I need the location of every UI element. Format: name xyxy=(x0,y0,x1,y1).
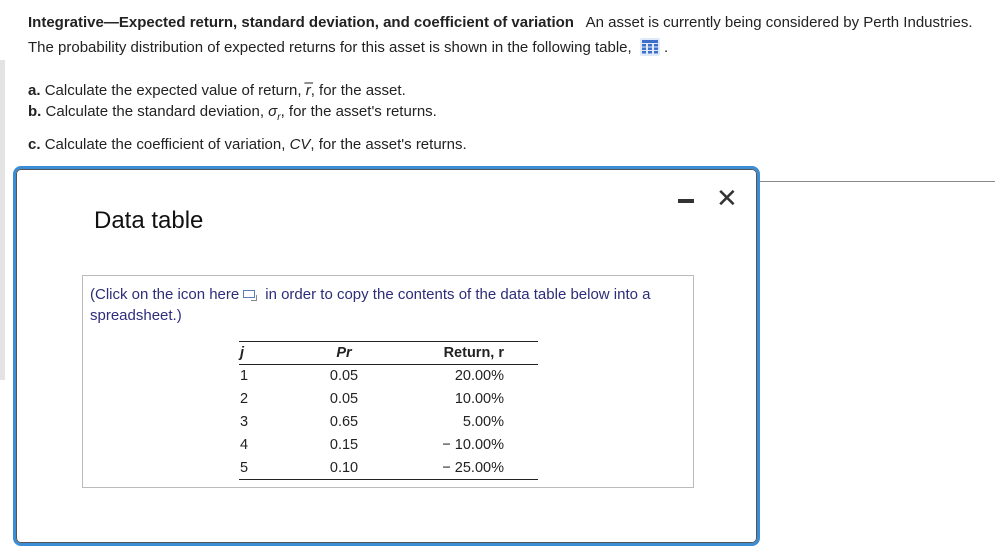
question-parts: a. Calculate the expected value of retur… xyxy=(28,80,467,155)
copy-icon[interactable] xyxy=(243,290,258,301)
cell-pr: 0.15 xyxy=(329,437,359,453)
note-text: in order to copy the contents of the dat… xyxy=(90,286,651,324)
problem-intro: Integrative—Expected return, standard de… xyxy=(28,10,993,60)
part-text: Calculate the expected value of return, xyxy=(44,82,306,99)
data-table-icon[interactable] xyxy=(639,38,660,56)
data-table-modal: Data table ✕ (Click on the icon here in o… xyxy=(13,166,760,546)
modal-title: Data table xyxy=(94,207,204,234)
cell-j: 2 xyxy=(240,391,249,407)
divider xyxy=(760,181,995,182)
returns-table: j Pr Return, r 1 0.05 20.00% 2 0.05 10.00% 3 0.… xyxy=(239,341,538,480)
cell-j: 1 xyxy=(240,368,249,385)
problem-title: Integrative—Expected return, standard de… xyxy=(28,14,574,31)
part-text: Calculate the coefficient of variation, xyxy=(44,136,290,153)
cell-return: 20.00% xyxy=(454,368,504,385)
cell-pr: 0.65 xyxy=(329,414,359,430)
table-row: 2 0.05 10.00% xyxy=(239,388,538,411)
left-edge-strip xyxy=(0,60,5,380)
part-text: , for the asset's returns. xyxy=(280,103,437,120)
cell-return: 10.00% xyxy=(454,391,504,407)
cell-return: − 10.00% xyxy=(442,437,504,453)
cell-pr: 0.10 xyxy=(309,456,379,480)
symbol: σ xyxy=(268,103,278,120)
part-letter: a. xyxy=(28,82,41,99)
col-pr: Pr xyxy=(309,341,379,365)
col-return: Return, r xyxy=(379,341,538,365)
cell-j: 5 xyxy=(239,456,309,480)
part-b: b. Calculate the standard deviation, σr,… xyxy=(28,101,467,128)
problem-text: An asset is currently being considered b… xyxy=(28,14,973,56)
cell-return: − 25.00% xyxy=(379,456,538,480)
table-row: 1 0.05 20.00% xyxy=(239,365,538,388)
cell-return: 5.00% xyxy=(462,414,504,430)
symbol: CV xyxy=(289,136,311,153)
period: . xyxy=(664,39,669,56)
copy-note: (Click on the icon here in order to copy … xyxy=(90,284,680,326)
part-text: , for the asset. xyxy=(310,82,406,99)
cell-pr: 0.05 xyxy=(329,368,359,385)
part-a: a. Calculate the expected value of retur… xyxy=(28,80,467,101)
table-header: j Pr Return, r xyxy=(239,341,538,365)
part-text: Calculate the standard deviation, xyxy=(45,103,269,120)
subscript: r xyxy=(277,112,281,123)
close-button[interactable]: ✕ xyxy=(716,183,738,213)
col-j: j xyxy=(239,341,309,365)
table-row: 4 0.15 − 10.00% xyxy=(239,434,538,457)
minimize-button[interactable] xyxy=(678,199,694,203)
part-letter: b. xyxy=(28,103,42,120)
cell-j: 3 xyxy=(240,414,249,430)
cell-j: 4 xyxy=(240,437,249,453)
part-letter: c. xyxy=(28,136,41,153)
note-text: (Click on the icon here xyxy=(90,286,240,303)
part-text: , for the asset's returns. xyxy=(310,136,467,153)
table-row: 3 0.65 5.00% xyxy=(239,411,538,434)
symbol: r̅ xyxy=(305,82,311,99)
cell-pr: 0.05 xyxy=(329,391,359,407)
data-table-box: (Click on the icon here in order to copy … xyxy=(82,275,694,488)
table-row: 5 0.10− 25.00% xyxy=(239,456,538,480)
part-c: c. Calculate the coefficient of variatio… xyxy=(28,134,467,155)
